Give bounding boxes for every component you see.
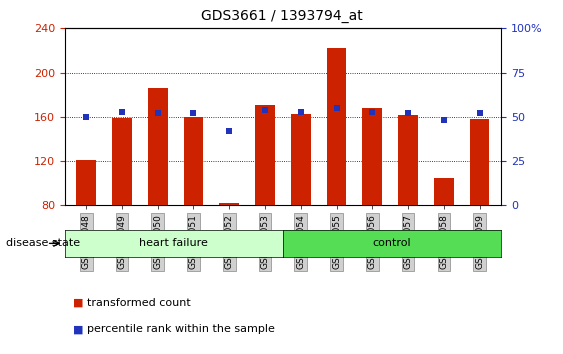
Text: ■: ■: [73, 324, 84, 334]
Text: transformed count: transformed count: [87, 298, 191, 308]
Bar: [434, 178, 454, 205]
Bar: [398, 115, 418, 205]
Text: ■: ■: [73, 298, 84, 308]
Text: control: control: [373, 238, 412, 249]
Text: heart failure: heart failure: [140, 238, 208, 249]
Text: percentile rank within the sample: percentile rank within the sample: [87, 324, 275, 334]
Text: disease state: disease state: [6, 238, 80, 249]
Bar: [112, 118, 132, 205]
Bar: [77, 160, 96, 205]
Text: GDS3661 / 1393794_at: GDS3661 / 1393794_at: [200, 9, 363, 23]
Bar: [363, 108, 382, 205]
Bar: [220, 203, 239, 205]
Bar: [327, 48, 346, 205]
Bar: [470, 119, 489, 205]
Bar: [255, 105, 275, 205]
Bar: [148, 88, 168, 205]
Bar: [291, 114, 311, 205]
Bar: [184, 117, 203, 205]
